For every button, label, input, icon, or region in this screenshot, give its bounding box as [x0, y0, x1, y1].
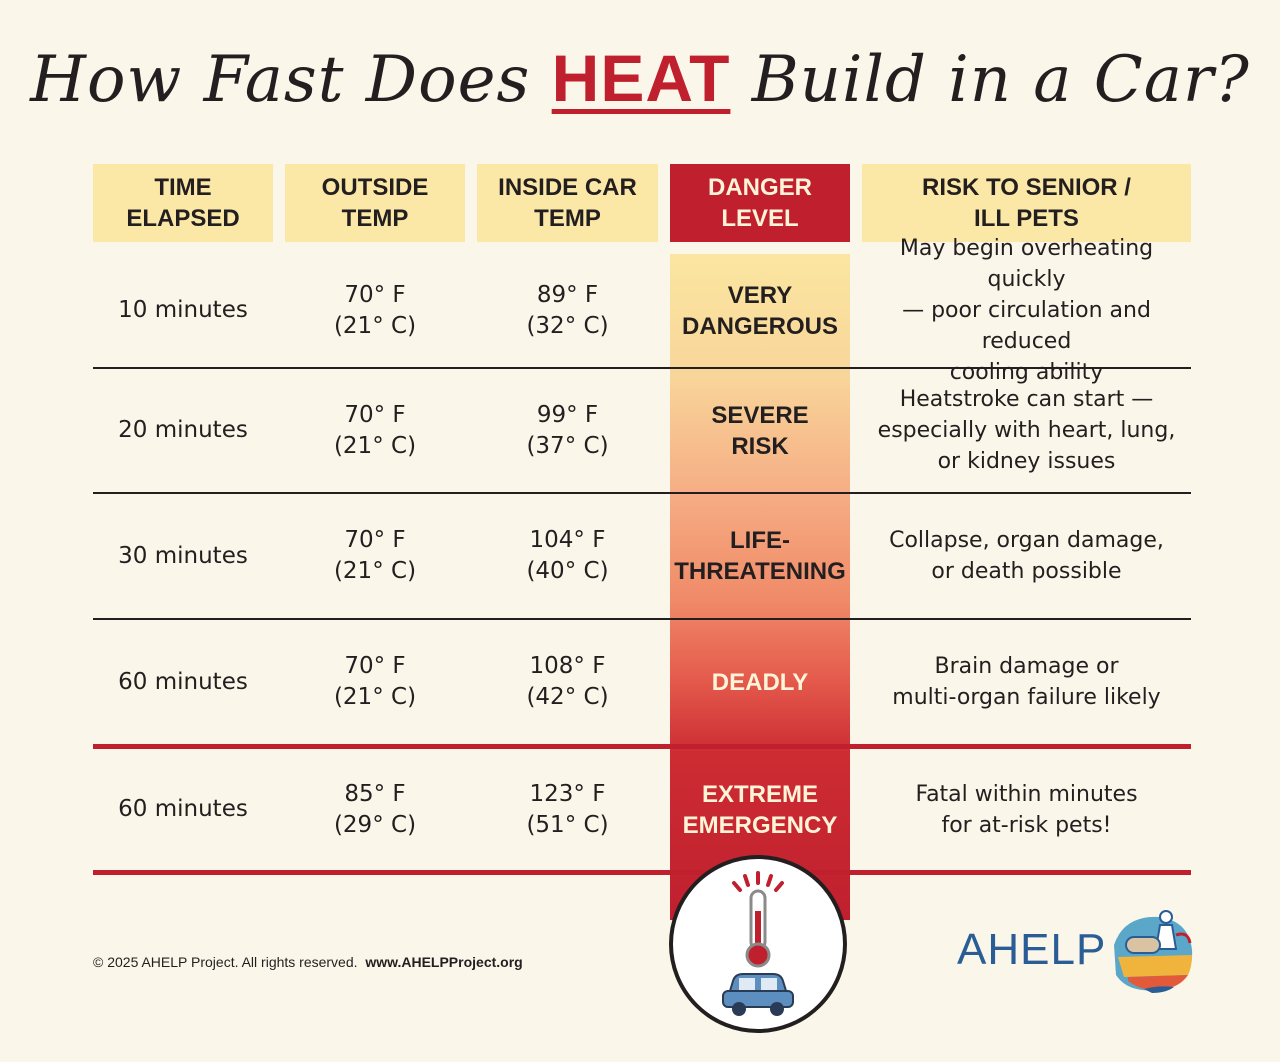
header-risk: RISK TO SENIOR / ILL PETS [862, 164, 1191, 242]
title-highlight: HEAT [551, 41, 731, 115]
danger-gradient-column [670, 254, 850, 920]
table-cell-outside-temp: 70° F (21° C) [333, 653, 417, 710]
table-cell-danger-level: EXTREME EMERGENCY [682, 780, 838, 839]
table-bottom-border [93, 870, 1191, 875]
row-divider [93, 618, 1191, 620]
row-divider [93, 367, 1191, 369]
website-link[interactable]: www.AHELPProject.org [365, 954, 523, 970]
table-cell-inside-temp: 104° F (40° C) [526, 527, 609, 584]
ahelp-logo-mark [1114, 910, 1193, 993]
title-prefix: How Fast Does [30, 43, 552, 117]
table-cell-outside-temp: 70° F (21° C) [333, 527, 417, 584]
table-cell-outside-temp: 85° F (29° C) [333, 780, 417, 838]
table-cell-risk: Collapse, organ damage, or death possibl… [889, 528, 1164, 584]
header-inside-car-temp: INSIDE CAR TEMP [477, 164, 658, 242]
page-title: How Fast Does HEAT Build in a Car? [0, 28, 1280, 128]
table-cell-risk: Fatal within minutes for at-risk pets! [915, 781, 1138, 838]
table-cell-time: 10 minutes [118, 297, 248, 323]
table-cell-inside-temp: 123° F (51° C) [526, 780, 609, 838]
row-divider-red [93, 744, 1191, 749]
table-cell-inside-temp: 108° F (42° C) [526, 653, 609, 710]
thermometer-car-icon [722, 871, 794, 1016]
table-cell-danger-level: LIFE- THREATENING [674, 527, 846, 585]
table-cell-risk: Brain damage or multi-organ failure like… [892, 654, 1161, 710]
row-divider [93, 492, 1191, 494]
table-cell-time: 30 minutes [118, 542, 248, 569]
table-cell-time: 60 minutes [118, 796, 248, 822]
copyright-text: © 2025 AHELP Project. All rights reserve… [93, 954, 358, 970]
table-cell-danger-level: DEADLY [711, 668, 809, 696]
table-cell-danger-level: SEVERE RISK [711, 401, 809, 460]
table-cell-time: 20 minutes [118, 417, 248, 443]
table-cell-danger-level: VERY DANGEROUS [681, 281, 838, 340]
title-suffix: Build in a Car? [730, 43, 1250, 117]
header-outside-temp: OUTSIDE TEMP [285, 164, 465, 242]
ahelp-logo-text: AHELP [957, 925, 1107, 974]
header-danger-level: DANGER LEVEL [670, 164, 850, 242]
table-cell-outside-temp: 70° F (21° C) [333, 401, 417, 459]
thermometer-car-badge [669, 855, 847, 1033]
header-time-elapsed: TIME ELAPSED [93, 164, 273, 242]
table-cell-outside-temp: 70° F (21° C) [333, 281, 417, 339]
table-cell-time: 60 minutes [118, 668, 248, 695]
footer: © 2025 AHELP Project. All rights reserve… [93, 954, 523, 970]
table-cell-risk: May begin overheating quickly — poor cir… [899, 236, 1154, 385]
table-cell-risk: Heatstroke can start — especially with h… [877, 387, 1176, 474]
table-cell-inside-temp: 99° F (37° C) [526, 401, 609, 459]
table-cell-inside-temp: 89° F (32° C) [526, 281, 609, 339]
